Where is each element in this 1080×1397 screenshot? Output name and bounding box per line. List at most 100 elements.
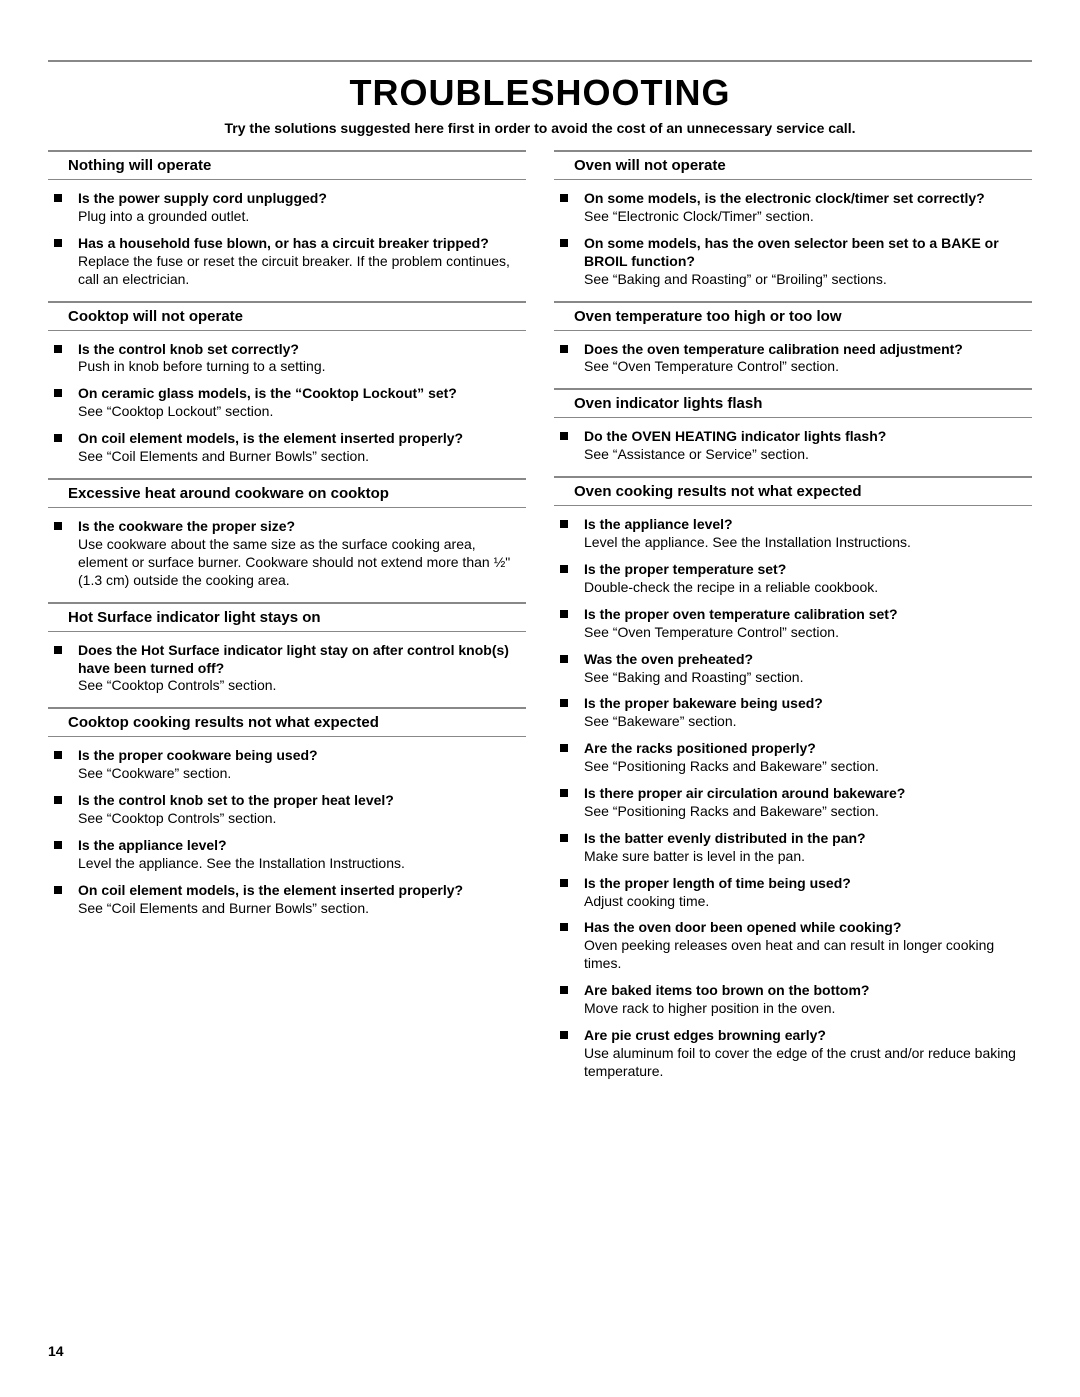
item-list: Does the Hot Surface indicator light sta… [48,642,526,696]
list-item: Is the power supply cord unplugged?Plug … [48,190,526,226]
item-answer: See “Positioning Racks and Bakeware” sec… [584,803,1032,821]
item-list: Is the power supply cord unplugged?Plug … [48,190,526,289]
item-answer: See “Coil Elements and Burner Bowls” sec… [78,448,526,466]
section-heading: Oven will not operate [554,157,1032,179]
section-rule-top [554,476,1032,483]
troubleshoot-section: Cooktop cooking results not what expecte… [48,707,526,917]
item-question: Is the proper cookware being used? [78,747,526,765]
item-answer: Plug into a grounded outlet. [78,208,526,226]
item-question: Is the proper length of time being used? [584,875,1032,893]
item-question: Is there proper air circulation around b… [584,785,1032,803]
item-answer: See “Cookware” section. [78,765,526,783]
item-question: Is the proper temperature set? [584,561,1032,579]
item-answer: Push in knob before turning to a setting… [78,358,526,376]
item-answer: See “Oven Temperature Control” section. [584,358,1032,376]
item-list: Is the control knob set correctly?Push i… [48,341,526,466]
item-answer: See “Baking and Roasting” or “Broiling” … [584,271,1032,289]
item-question: Is the appliance level? [78,837,526,855]
item-question: On some models, is the electronic clock/… [584,190,1032,208]
section-rule-bottom [48,179,526,180]
list-item: Does the Hot Surface indicator light sta… [48,642,526,696]
list-item: Are pie crust edges browning early?Use a… [554,1027,1032,1081]
list-item: Is the batter evenly distributed in the … [554,830,1032,866]
section-rule-bottom [554,417,1032,418]
list-item: On coil element models, is the element i… [48,430,526,466]
section-rule-bottom [554,179,1032,180]
troubleshoot-section: Nothing will operateIs the power supply … [48,150,526,289]
item-answer: Level the appliance. See the Installatio… [78,855,526,873]
item-question: On coil element models, is the element i… [78,430,526,448]
item-question: Is the batter evenly distributed in the … [584,830,1032,848]
item-list: Is the appliance level?Level the applian… [554,516,1032,1081]
page-number: 14 [48,1343,64,1359]
item-question: Has the oven door been opened while cook… [584,919,1032,937]
item-question: Is the proper oven temperature calibrati… [584,606,1032,624]
item-answer: Use aluminum foil to cover the edge of t… [584,1045,1032,1081]
item-answer: See “Cooktop Controls” section. [78,677,526,695]
item-question: On coil element models, is the element i… [78,882,526,900]
page-title: TROUBLESHOOTING [48,72,1032,114]
item-question: Is the control knob set correctly? [78,341,526,359]
section-rule-bottom [554,330,1032,331]
list-item: Do the OVEN HEATING indicator lights fla… [554,428,1032,464]
section-heading: Oven indicator lights flash [554,395,1032,417]
section-rule-top [48,478,526,485]
troubleshoot-section: Oven cooking results not what expected Is… [554,476,1032,1081]
item-question: On ceramic glass models, is the “Cooktop… [78,385,526,403]
item-question: Is the proper bakeware being used? [584,695,1032,713]
section-rule-top [48,301,526,308]
left-column: Nothing will operateIs the power supply … [48,150,526,1093]
section-rule-bottom [554,505,1032,506]
list-item: Does the oven temperature calibration ne… [554,341,1032,377]
item-question: On some models, has the oven selector be… [584,235,1032,271]
item-list: Do the OVEN HEATING indicator lights fla… [554,428,1032,464]
list-item: Has a household fuse blown, or has a cir… [48,235,526,289]
list-item: Has the oven door been opened while cook… [554,919,1032,973]
section-rule-top [554,301,1032,308]
item-list: Is the cookware the proper size?Use cook… [48,518,526,590]
item-question: Was the oven preheated? [584,651,1032,669]
item-answer: Make sure batter is level in the pan. [584,848,1032,866]
item-question: Is the power supply cord unplugged? [78,190,526,208]
list-item: On some models, has the oven selector be… [554,235,1032,289]
list-item: Is the proper temperature set?Double-che… [554,561,1032,597]
list-item: Is the proper bakeware being used?See “B… [554,695,1032,731]
section-heading: Cooktop cooking results not what expecte… [48,714,526,736]
item-question: Is the appliance level? [584,516,1032,534]
item-question: Do the OVEN HEATING indicator lights fla… [584,428,1032,446]
item-answer: Double-check the recipe in a reliable co… [584,579,1032,597]
item-question: Has a household fuse blown, or has a cir… [78,235,526,253]
item-question: Is the control knob set to the proper he… [78,792,526,810]
item-answer: Replace the fuse or reset the circuit br… [78,253,526,289]
list-item: Is the appliance level?Level the applian… [554,516,1032,552]
item-question: Does the Hot Surface indicator light sta… [78,642,526,678]
item-answer: See “Oven Temperature Control” section. [584,624,1032,642]
item-answer: See “Electronic Clock/Timer” section. [584,208,1032,226]
item-answer: See “Baking and Roasting” section. [584,669,1032,687]
list-item: Is there proper air circulation around b… [554,785,1032,821]
section-rule-top [48,602,526,609]
top-rule [48,60,1032,62]
item-question: Does the oven temperature calibration ne… [584,341,1032,359]
item-question: Are the racks positioned properly? [584,740,1032,758]
troubleshoot-section: Hot Surface indicator light stays onDoes… [48,602,526,696]
troubleshoot-section: Cooktop will not operateIs the control k… [48,301,526,466]
item-answer: See “Positioning Racks and Bakeware” sec… [584,758,1032,776]
section-rule-top [48,707,526,714]
section-rule-bottom [48,631,526,632]
list-item: On ceramic glass models, is the “Cooktop… [48,385,526,421]
list-item: On coil element models, is the element i… [48,882,526,918]
item-list: On some models, is the electronic clock/… [554,190,1032,289]
list-item: Is the control knob set to the proper he… [48,792,526,828]
item-answer: See “Cooktop Lockout” section. [78,403,526,421]
item-answer: Oven peeking releases oven heat and can … [584,937,1032,973]
troubleshoot-section: Oven indicator lights flash Do the OVEN H… [554,388,1032,464]
list-item: Is the proper length of time being used?… [554,875,1032,911]
list-item: Is the proper oven temperature calibrati… [554,606,1032,642]
item-question: Is the cookware the proper size? [78,518,526,536]
list-item: Was the oven preheated?See “Baking and R… [554,651,1032,687]
list-item: Is the cookware the proper size?Use cook… [48,518,526,590]
section-heading: Oven cooking results not what expected [554,483,1032,505]
content-columns: Nothing will operateIs the power supply … [48,150,1032,1093]
right-column: Oven will not operate On some models, is … [554,150,1032,1093]
